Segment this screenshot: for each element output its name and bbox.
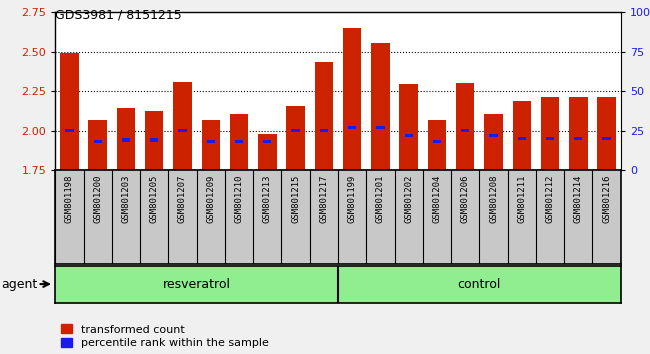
Bar bbox=[60, 52, 79, 170]
Bar bbox=[315, 62, 333, 170]
Bar bbox=[574, 137, 582, 140]
Text: resveratrol: resveratrol bbox=[162, 278, 231, 291]
Text: GSM801206: GSM801206 bbox=[461, 175, 470, 223]
Bar bbox=[513, 101, 531, 170]
Text: GSM801209: GSM801209 bbox=[206, 175, 215, 223]
Bar bbox=[433, 140, 441, 143]
Text: agent: agent bbox=[1, 278, 38, 291]
Bar bbox=[343, 28, 361, 170]
Text: GSM801207: GSM801207 bbox=[178, 175, 187, 223]
Bar bbox=[400, 84, 418, 170]
Bar bbox=[94, 140, 102, 143]
Bar bbox=[117, 108, 135, 170]
Bar bbox=[230, 114, 248, 170]
Text: GSM801201: GSM801201 bbox=[376, 175, 385, 223]
Bar bbox=[320, 129, 328, 132]
Bar bbox=[517, 137, 526, 140]
Text: GDS3981 / 8151215: GDS3981 / 8151215 bbox=[55, 9, 182, 22]
Text: GSM801208: GSM801208 bbox=[489, 175, 498, 223]
Bar bbox=[287, 106, 305, 170]
Bar bbox=[263, 140, 272, 143]
Text: GSM801204: GSM801204 bbox=[432, 175, 441, 223]
Bar bbox=[546, 137, 554, 140]
Text: GSM801217: GSM801217 bbox=[319, 175, 328, 223]
Text: GSM801215: GSM801215 bbox=[291, 175, 300, 223]
Bar bbox=[404, 133, 413, 137]
Text: GSM801214: GSM801214 bbox=[574, 175, 583, 223]
Bar bbox=[541, 97, 559, 170]
Text: GSM801202: GSM801202 bbox=[404, 175, 413, 223]
Bar bbox=[150, 138, 159, 142]
Text: GSM801210: GSM801210 bbox=[235, 175, 244, 223]
Bar bbox=[291, 129, 300, 132]
Bar bbox=[348, 126, 356, 129]
Text: GSM801203: GSM801203 bbox=[122, 175, 131, 223]
Bar bbox=[489, 133, 498, 137]
Bar bbox=[456, 83, 474, 170]
Bar bbox=[122, 138, 130, 142]
Text: GSM801211: GSM801211 bbox=[517, 175, 526, 223]
Text: GSM801205: GSM801205 bbox=[150, 175, 159, 223]
Bar bbox=[178, 129, 187, 132]
Text: GSM801213: GSM801213 bbox=[263, 175, 272, 223]
Bar bbox=[207, 140, 215, 143]
Text: GSM801216: GSM801216 bbox=[602, 175, 611, 223]
Bar bbox=[461, 129, 469, 132]
Text: control: control bbox=[458, 278, 501, 291]
Bar bbox=[569, 97, 588, 170]
Bar bbox=[603, 137, 611, 140]
Bar bbox=[145, 111, 163, 170]
Text: GSM801200: GSM801200 bbox=[93, 175, 102, 223]
Bar bbox=[428, 120, 446, 170]
Bar bbox=[65, 129, 73, 132]
Bar bbox=[202, 120, 220, 170]
Text: GSM801212: GSM801212 bbox=[545, 175, 554, 223]
Bar bbox=[258, 135, 276, 170]
Legend: transformed count, percentile rank within the sample: transformed count, percentile rank withi… bbox=[61, 324, 268, 348]
Bar bbox=[371, 43, 389, 170]
Text: GSM801198: GSM801198 bbox=[65, 175, 74, 223]
Bar bbox=[88, 120, 107, 170]
Bar bbox=[376, 126, 385, 129]
Bar bbox=[597, 97, 616, 170]
Text: GSM801199: GSM801199 bbox=[348, 175, 357, 223]
Bar bbox=[174, 82, 192, 170]
Bar bbox=[235, 140, 243, 143]
Bar bbox=[484, 114, 502, 170]
